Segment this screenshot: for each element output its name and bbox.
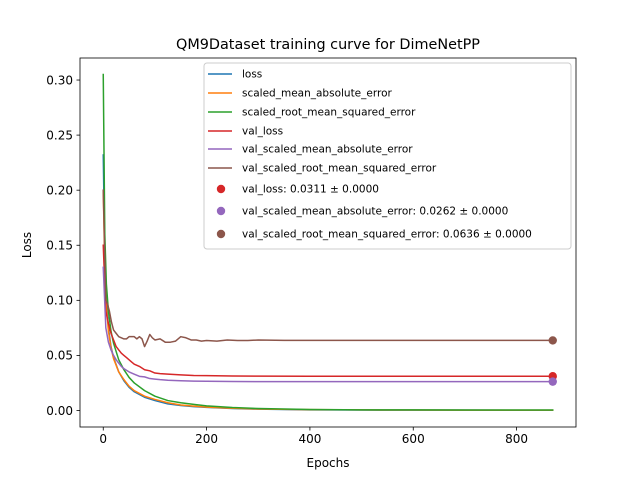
x-tick-label: 400	[298, 432, 321, 446]
x-tick-label: 200	[195, 432, 218, 446]
legend-label: val_loss	[242, 126, 283, 138]
legend-label: val_scaled_root_mean_squared_error	[242, 163, 437, 175]
legend-box	[203, 62, 572, 250]
x-tick-label: 800	[505, 432, 528, 446]
legend-label: scaled_root_mean_squared_error	[242, 107, 416, 119]
y-tick-label: 0.25	[46, 128, 73, 142]
axes: 0 200 400 600 800 0.00 0.05 0.10 0.15 0.20 0.25 0.3…	[46, 57, 577, 446]
legend-label: val_loss: 0.0311 ± 0.0000	[242, 184, 379, 196]
y-tick-label: 0.05	[46, 349, 73, 363]
axes-frame	[79, 57, 577, 428]
final-point-3	[548, 336, 557, 345]
legend-point-swatch	[216, 229, 226, 239]
series-line-val-scaled-mean-absolute-error	[102, 266, 554, 383]
x-tick-label: 600	[402, 432, 425, 446]
legend-point-swatch	[216, 206, 226, 216]
legend-label: val_scaled_mean_absolute_error: 0.0262 ±…	[242, 206, 508, 218]
legend-label: loss	[242, 69, 262, 81]
x-tick-label: 0	[99, 432, 107, 446]
y-axis-label: Loss	[20, 232, 34, 258]
chart-title: QM9Dataset training curve for DimeNetPP	[176, 37, 480, 53]
final-point-2	[548, 377, 557, 386]
y-tick-label: 0.15	[46, 239, 73, 253]
legend-label: scaled_mean_absolute_error	[242, 88, 392, 100]
plot-area	[102, 73, 557, 412]
series-line-val-loss	[102, 244, 554, 377]
x-axis-label: Epochs	[307, 456, 350, 470]
series-lines	[102, 73, 554, 412]
y-tick-label: 0.00	[46, 404, 73, 418]
legend-point-swatch	[216, 184, 226, 194]
y-tick-label: 0.20	[46, 183, 73, 197]
legend-label: val_scaled_root_mean_squared_error: 0.06…	[242, 229, 532, 241]
series-line-val-scaled-root-mean-squared-error	[102, 189, 554, 348]
legend: loss scaled_mean_absolute_error scaled_roo…	[203, 62, 572, 250]
series-line-scaled-root-mean-squared-error	[102, 73, 554, 411]
y-tick-label: 0.10	[46, 294, 73, 308]
y-tick-label: 0.30	[46, 73, 73, 87]
legend-label: val_scaled_mean_absolute_error	[242, 144, 413, 156]
